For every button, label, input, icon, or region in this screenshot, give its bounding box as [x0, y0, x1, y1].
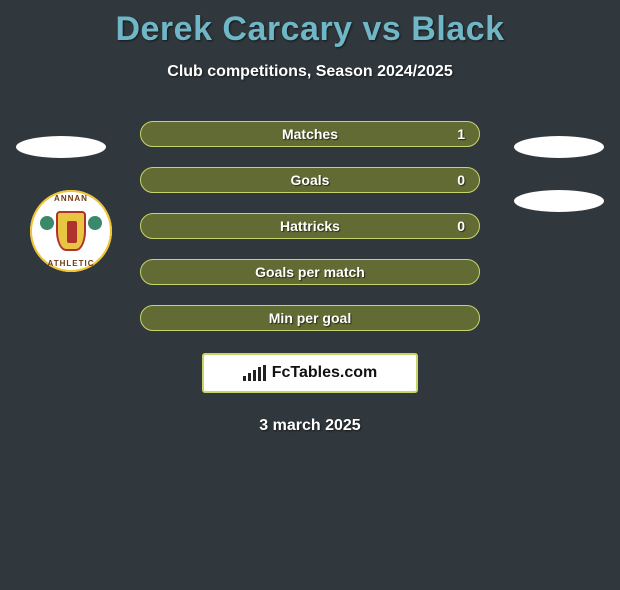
stat-label: Hattricks [280, 218, 340, 234]
stat-label: Min per goal [269, 310, 351, 326]
brand-watermark: FcTables.com [202, 353, 418, 393]
club-badge-bottom-text: ATHLETIC [30, 259, 112, 268]
stat-value: 0 [457, 172, 465, 188]
stat-row-hattricks: Hattricks 0 [140, 213, 480, 239]
subtitle: Club competitions, Season 2024/2025 [0, 63, 620, 81]
player-right-placeholder-2 [514, 190, 604, 212]
stat-value: 1 [457, 126, 465, 142]
brand-text: FcTables.com [272, 364, 378, 382]
stat-row-goals-per-match: Goals per match [140, 259, 480, 285]
brand-bars-icon [243, 365, 266, 381]
player-right-placeholder-1 [514, 136, 604, 158]
stat-label: Matches [282, 126, 338, 142]
stat-row-matches: Matches 1 [140, 121, 480, 147]
generated-date: 3 march 2025 [0, 417, 620, 435]
stat-row-min-per-goal: Min per goal [140, 305, 480, 331]
player-left-placeholder [16, 136, 106, 158]
club-badge-top-text: ANNAN [30, 194, 112, 203]
stat-value: 0 [457, 218, 465, 234]
stat-label: Goals [291, 172, 330, 188]
club-badge-left: ANNAN ATHLETIC [30, 190, 112, 272]
page-title: Derek Carcary vs Black [0, 10, 620, 49]
stat-label: Goals per match [255, 264, 365, 280]
stat-row-goals: Goals 0 [140, 167, 480, 193]
